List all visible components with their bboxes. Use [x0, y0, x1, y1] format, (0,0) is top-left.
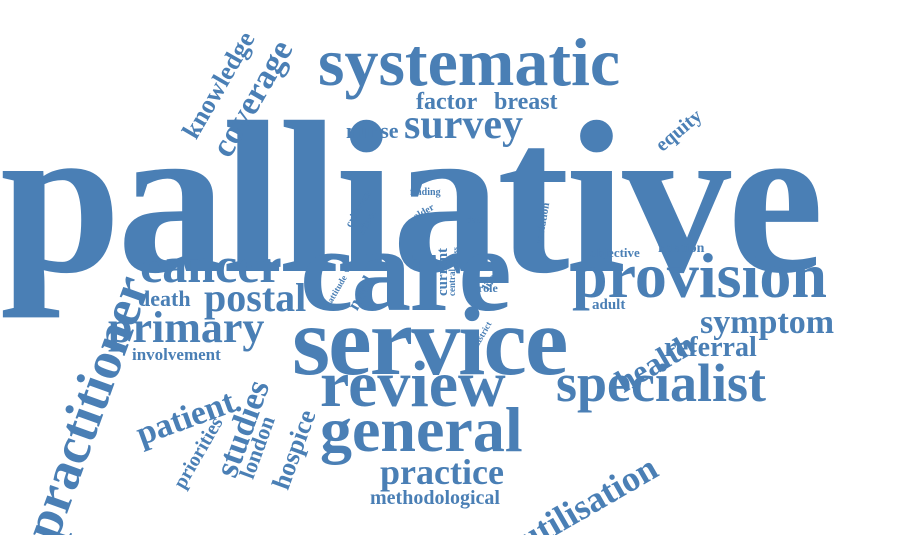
- word-utilisation: utilisation: [511, 447, 665, 535]
- word-systematic: systematic: [318, 24, 621, 100]
- word-factor: factor: [416, 89, 478, 115]
- word-role: role: [478, 281, 498, 295]
- word-practice: practice: [380, 452, 504, 492]
- word-relation: relation: [658, 241, 705, 256]
- word-palliative: palliative: [0, 78, 824, 319]
- word-nurse: nurse: [346, 118, 399, 143]
- word-provision: provision: [572, 240, 827, 311]
- word-cancer: cancer: [140, 237, 282, 293]
- word-breast: breast: [494, 89, 558, 115]
- word-involvement: involvement: [132, 345, 221, 364]
- word-survey: survey: [404, 102, 523, 148]
- word-data: data: [466, 215, 485, 226]
- word-death: death: [138, 286, 191, 311]
- word-methodological: methodological: [370, 487, 500, 509]
- word-finding: finding: [410, 187, 441, 198]
- word-general: general: [320, 394, 523, 465]
- word-referral: referral: [664, 332, 757, 363]
- word-specialist: specialist: [556, 353, 766, 413]
- word-adult: adult: [592, 297, 626, 313]
- word-primary: primary: [108, 303, 265, 352]
- word-objective: objective: [590, 245, 640, 260]
- word-postal: postal: [204, 275, 307, 320]
- word-central: central: [447, 269, 457, 296]
- word-service: service: [292, 288, 568, 396]
- word-care: care: [300, 203, 512, 336]
- word-symptom: symptom: [700, 304, 835, 341]
- word-access: access: [451, 247, 460, 268]
- word-review: review: [320, 348, 506, 421]
